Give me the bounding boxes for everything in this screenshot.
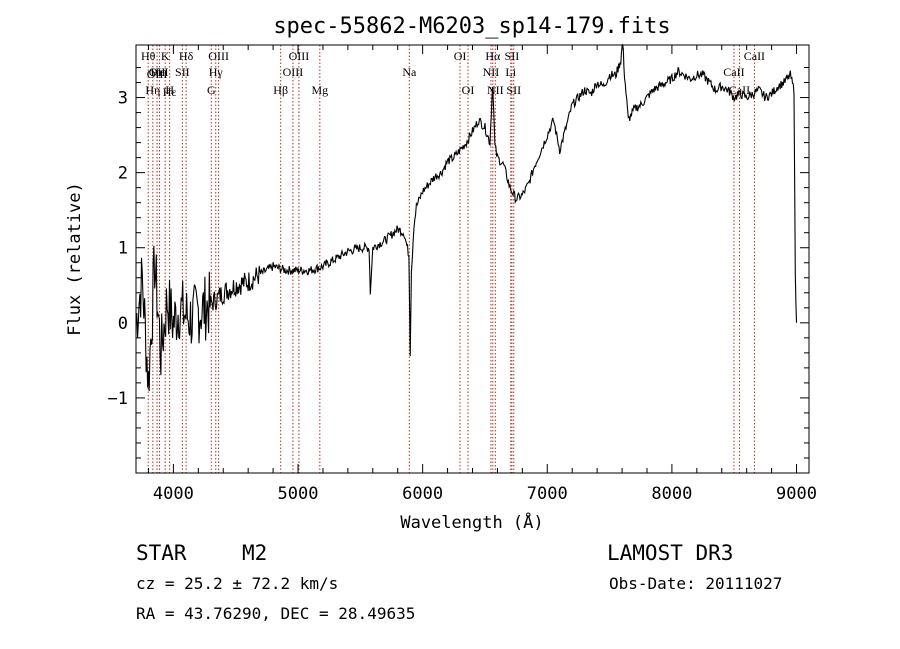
object-subclass: M2 xyxy=(242,541,268,565)
line-label-9-0: Hγ xyxy=(209,65,224,79)
x-tick-label-5: 9000 xyxy=(776,484,817,504)
line-label-5-0: H xyxy=(165,83,174,97)
line-label-2-1: OIII xyxy=(147,67,168,81)
line-label-14-0: Mg xyxy=(311,83,328,97)
y-tick-label-0: −1 xyxy=(108,389,128,409)
survey-name: LAMOST DR3 xyxy=(607,541,734,565)
line-label-21-0: Li xyxy=(505,65,516,79)
line-label-16-0: OI xyxy=(454,49,467,63)
chart-title: spec-55862-M6203_sp14-179.fits xyxy=(273,14,670,39)
line-label-17-0: OI xyxy=(462,83,475,97)
obs-date: Obs-Date: 20111027 xyxy=(609,574,783,593)
line-label-11-0: Hβ xyxy=(273,83,288,97)
line-label-26-0: CaII xyxy=(744,49,765,63)
line-label-20-0: NII xyxy=(487,83,504,97)
line-label-0-0: Hθ xyxy=(141,49,156,63)
line-label-6-0: SII xyxy=(175,65,190,79)
line-label-15-0: Na xyxy=(402,65,417,79)
y-axis-label: Flux (relative) xyxy=(65,182,85,336)
x-tick-label-3: 7000 xyxy=(527,484,568,504)
line-markers-layer xyxy=(147,45,755,473)
line-label-18-0: NII xyxy=(483,65,500,79)
x-tick-label-2: 6000 xyxy=(402,484,443,504)
line-label-2-0: OII xyxy=(149,65,166,79)
spectrum-line xyxy=(135,43,798,392)
line-label-23-0: SII xyxy=(506,83,521,97)
line-label-13-0: OIII xyxy=(289,49,310,63)
line-labels-layer: HθHηOIIOIIIHeIKHHεSIIHδGHγOIIIHβOIIIOIII… xyxy=(141,49,765,99)
ticks-layer xyxy=(136,45,809,473)
y-tick-label-2: 1 xyxy=(118,239,128,259)
line-label-24-0: CaII xyxy=(723,65,744,79)
line-label-1-0: Hη xyxy=(145,83,160,97)
line-label-3-0: HeI xyxy=(151,65,169,79)
line-label-8-0: G xyxy=(207,83,216,97)
line-label-7-0: Hδ xyxy=(179,49,194,63)
ra-dec-coords: RA = 43.76290, DEC = 28.49635 xyxy=(136,604,416,623)
x-tick-label-1: 5000 xyxy=(278,484,319,504)
y-tick-label-3: 2 xyxy=(118,164,128,184)
plot-frame xyxy=(135,44,810,474)
x-tick-label-0: 4000 xyxy=(153,484,194,504)
redshift-cz: cz = 25.2 ± 72.2 km/s xyxy=(136,574,339,593)
object-class: STAR xyxy=(136,541,187,565)
x-tick-label-4: 8000 xyxy=(651,484,692,504)
tick-labels-layer: 4000 5000 6000 7000 8000 9000 −1 0 1 2 3 xyxy=(108,89,817,504)
y-tick-label-4: 3 xyxy=(118,89,128,109)
line-label-5-1: Hε xyxy=(163,85,177,99)
line-label-10-0: OIII xyxy=(208,49,229,63)
line-label-4-0: K xyxy=(161,49,170,63)
line-label-19-0: Hα xyxy=(485,49,501,63)
line-label-22-0: SII xyxy=(505,49,520,63)
line-label-12-0: OIII xyxy=(283,65,304,79)
x-axis-label: Wavelength (Å) xyxy=(400,511,543,533)
y-tick-label-1: 0 xyxy=(118,314,128,334)
